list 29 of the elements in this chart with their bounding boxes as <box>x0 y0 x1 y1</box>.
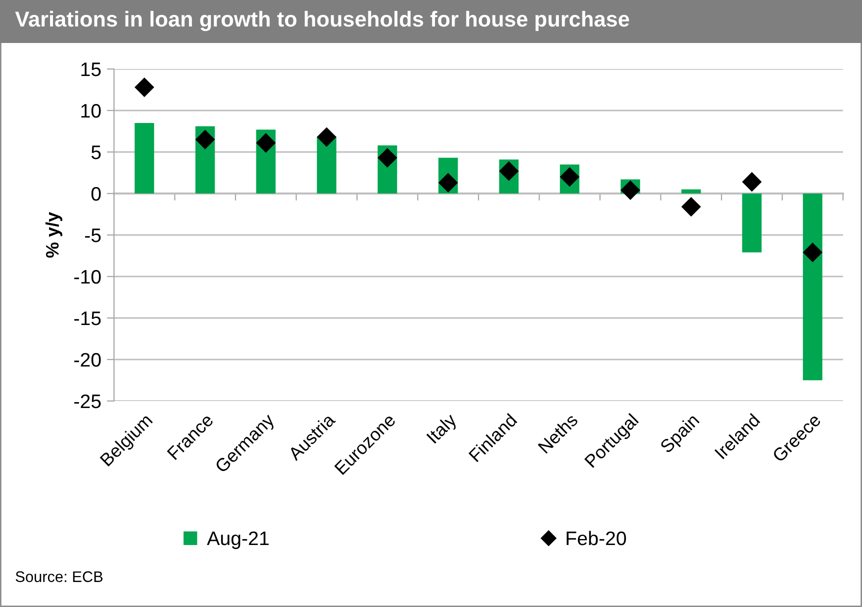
y-axis-title: % y/y <box>45 212 62 258</box>
point <box>256 133 276 152</box>
legend-label: Feb-20 <box>566 530 626 546</box>
bar <box>681 189 701 194</box>
point <box>682 197 701 216</box>
y-tick-label: 10 <box>81 104 101 118</box>
source-note: Source: ECB <box>16 571 103 582</box>
y-tick-label: 15 <box>81 62 101 76</box>
y-tick-label: -20 <box>74 352 101 367</box>
bar <box>316 137 336 194</box>
y-tick-label: 5 <box>91 146 101 160</box>
x-tick-label: Italy <box>426 412 460 446</box>
point <box>196 130 215 150</box>
point <box>803 242 822 262</box>
point <box>134 78 154 97</box>
y-tick-label: -15 <box>74 312 101 326</box>
point <box>317 128 336 147</box>
y-tick-label: -5 <box>85 228 101 242</box>
y-tick-label: 0 <box>91 186 101 201</box>
bar <box>802 194 822 380</box>
chart-title: Variations in loan growth to households for house purchase <box>15 10 630 32</box>
legend-label: Aug-21 <box>206 531 269 550</box>
point <box>742 172 762 192</box>
y-tick-label: -25 <box>74 394 101 408</box>
bar <box>134 122 154 194</box>
point <box>378 148 397 168</box>
point <box>620 180 640 200</box>
y-tick-label: -10 <box>74 270 101 284</box>
bar <box>742 194 762 252</box>
